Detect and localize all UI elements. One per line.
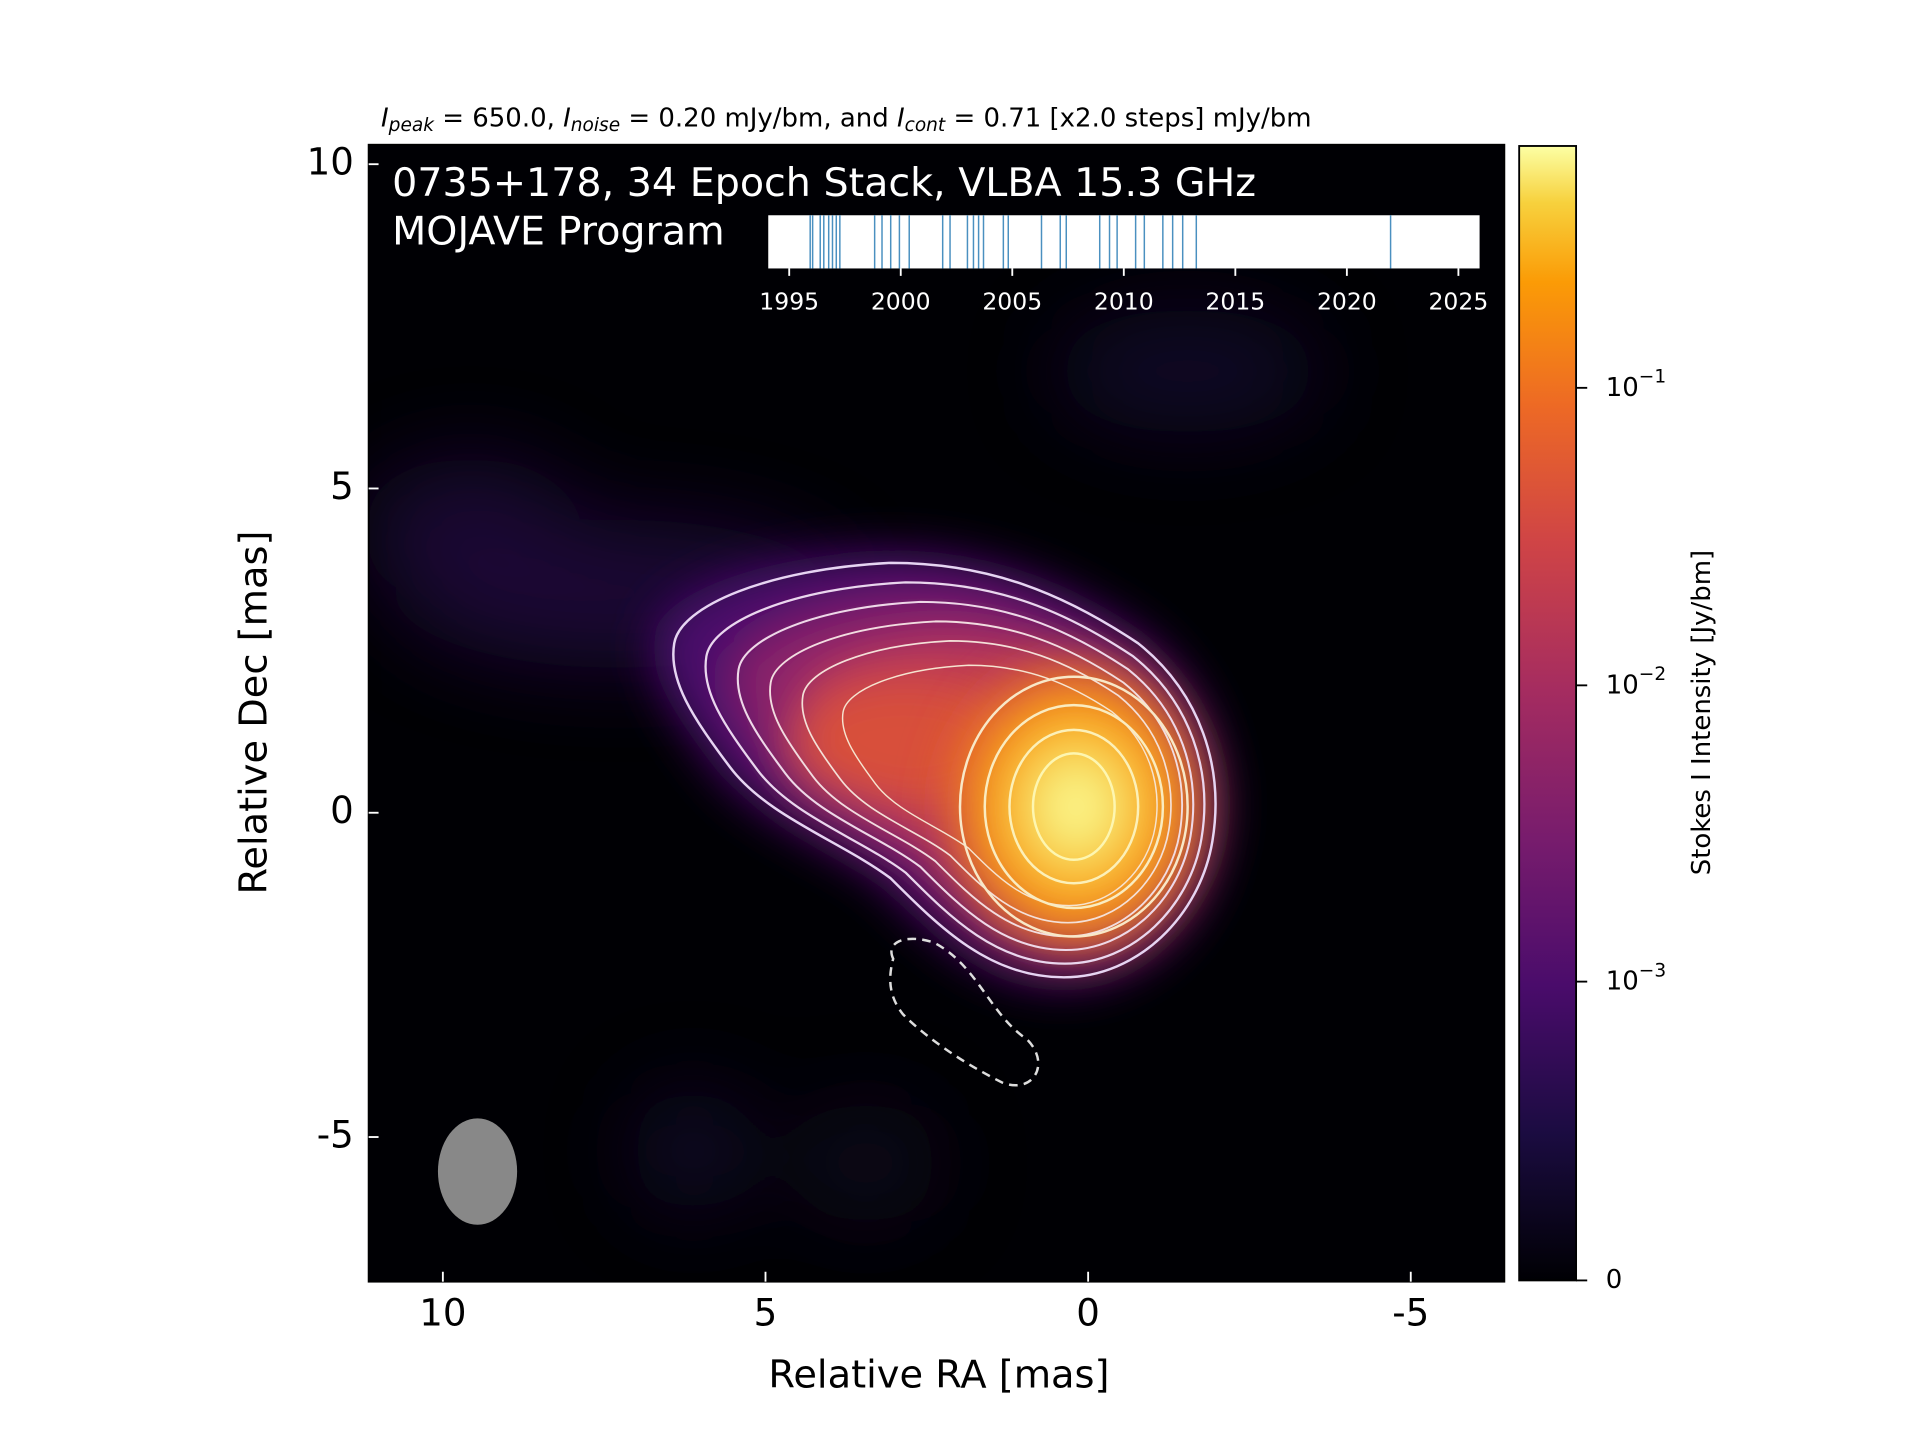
image: [368, 144, 1505, 1282]
x-tick-label: 0: [1076, 1292, 1100, 1335]
y-tick-label: 10: [307, 141, 354, 184]
colorbar-tick-label: 10−2: [1606, 664, 1666, 700]
epoch-tick-label: 2005: [982, 288, 1042, 316]
colorbar-tick-exponent: −2: [1639, 664, 1666, 685]
epoch-tick-label: 2015: [1205, 288, 1265, 316]
title: Ipeak = 650.0, Inoise = 0.20 mJy/bm, and…: [381, 103, 1312, 135]
colorbar-tick-exponent: −1: [1639, 366, 1666, 387]
epoch-inset: [768, 215, 1480, 269]
x-axis-label: Relative RA [mas]: [768, 1352, 1109, 1397]
colorbar-label: Stokes I Intensity [Jy/bm]: [1687, 550, 1717, 875]
title-text: = 0.71 [x2.0 steps] mJy/bm: [945, 103, 1311, 133]
y-tick-label: 0: [330, 789, 354, 832]
title-symbol: I: [897, 103, 905, 133]
y-tick-label: -5: [317, 1114, 354, 1157]
colorbar-tick-label: 0: [1606, 1265, 1623, 1295]
x-tick-label: 10: [419, 1292, 466, 1335]
axes-frame: [367, 143, 1506, 1283]
title-symbol: I: [381, 103, 389, 133]
epoch-tick-label: 2000: [871, 288, 931, 316]
colorbar: [1518, 145, 1578, 1282]
title-text: = 0.20 mJy/bm, and: [620, 103, 897, 133]
annotation: MOJAVE Program: [392, 208, 724, 254]
epoch-tick-label: 2020: [1317, 288, 1377, 316]
title-text: = 650.0,: [434, 103, 563, 133]
epoch-tick-label: 1995: [759, 288, 819, 316]
title-symbol: I: [563, 103, 571, 133]
colorbar-tick-label: 10−3: [1606, 960, 1666, 996]
epoch-tick-label: 2025: [1428, 288, 1488, 316]
annotation: 0735+178, 34 Epoch Stack, VLBA 15.3 GHz: [392, 160, 1256, 206]
negative-contour: [889, 937, 1040, 1087]
contours: [672, 561, 1217, 979]
colorbar-tick-base: 10: [1606, 372, 1639, 402]
colorbar-tick-base: 10: [1606, 670, 1639, 700]
x-tick-label: 5: [754, 1292, 778, 1335]
colorbar-tick-exponent: −3: [1639, 960, 1666, 981]
y-axis-label: Relative Dec [mas]: [232, 531, 277, 895]
y-tick-label: 5: [330, 465, 354, 508]
epoch-tick-label: 2010: [1094, 288, 1154, 316]
beam: [437, 1118, 518, 1225]
title-subscript: cont: [905, 114, 946, 135]
title-subscript: noise: [571, 114, 620, 135]
title-subscript: peak: [388, 114, 436, 135]
colorbar-tick-label: 10−1: [1606, 366, 1666, 402]
colorbar-tick-base: 10: [1606, 966, 1639, 996]
x-tick-label: -5: [1392, 1292, 1429, 1335]
